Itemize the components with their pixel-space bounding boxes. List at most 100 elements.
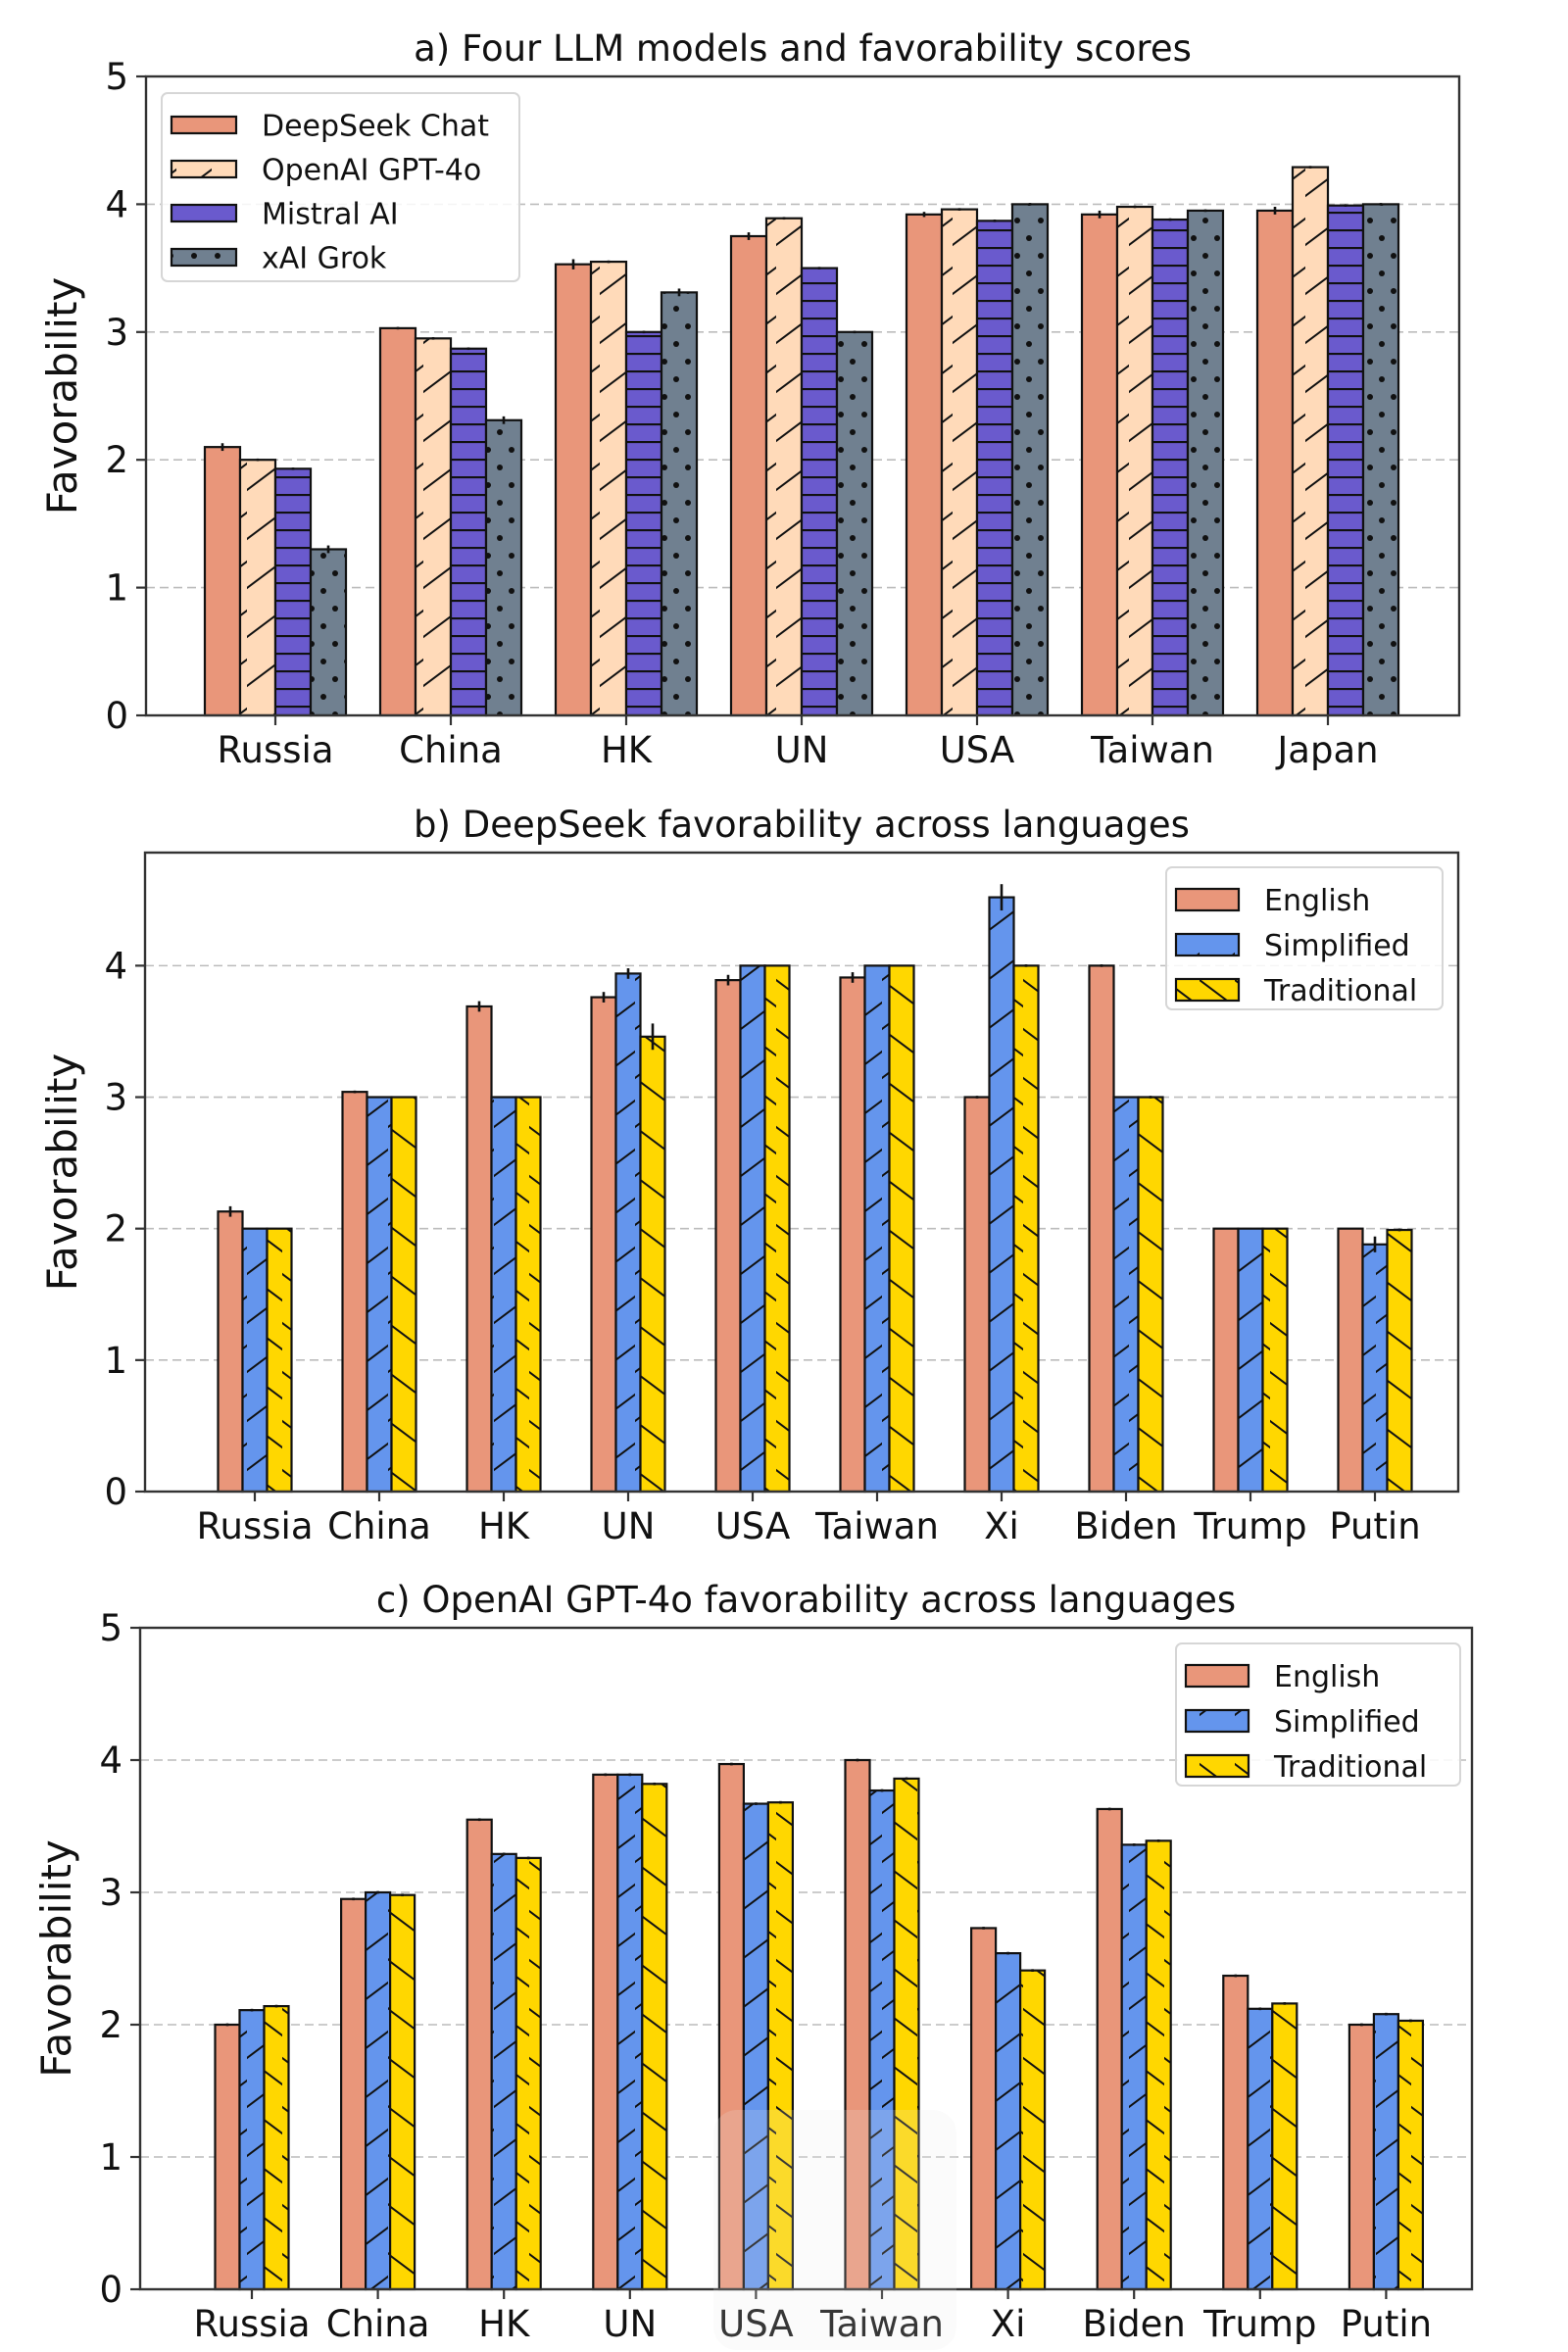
bar-xai-grok-un [835,330,874,717]
bar-english-xi [969,1927,998,2291]
x-tick-label: UN [603,2303,657,2345]
legend: DeepSeek Chat OpenAI GPT-4o Mistral AI xAI … [161,92,520,282]
x-tick-label: Putin [1341,2303,1432,2345]
bar-traditional-china [390,1096,417,1494]
bar-simplified-russia [238,2009,266,2291]
bar-simplified-xi [994,1951,1022,2291]
chart-panel-2: b) DeepSeek favorability across language… [38,804,1460,1547]
bar-traditional-hk [514,1856,542,2291]
bar-mistral-ai-usa [975,220,1014,717]
x-tick-label: USA [718,2303,794,2345]
legend-label: OpenAI GPT-4o [262,154,481,188]
x-tick-label: Xi [984,1505,1019,1547]
chart-panel-3: c) OpenAI GPT-4o favorability across lan… [32,1579,1474,2345]
x-tick-label: Taiwan [814,1505,939,1547]
bar-mistral-ai-un [800,267,839,717]
x-tick-label: Xi [991,2303,1026,2345]
x-tick-label: Japan [1275,729,1378,771]
x-tick-label: Biden [1083,2303,1186,2345]
legend-swatch [170,247,238,268]
y-tick-label: 3 [105,312,128,354]
x-tick-label: China [399,729,503,771]
legend-swatch [1184,1753,1250,1779]
bar-openai-gpt-4o-hk [589,260,628,717]
y-tick-label: 2 [99,2004,122,2046]
bar-simplified-hk [490,1852,517,2291]
bar-simplified-usa [739,964,766,1494]
y-tick-label: 3 [104,1077,127,1119]
bar-english-china [340,1897,368,2291]
bar-mistral-ai-japan [1326,204,1365,717]
x-tick-label: HK [601,729,654,771]
x-tick-label: Russia [196,1505,313,1547]
bar-simplified-putin [1361,1243,1389,1494]
legend-label: DeepSeek Chat [262,110,489,144]
bar-mistral-ai-china [449,347,488,717]
bar-simplified-usa [742,1802,770,2291]
x-tick-label: UN [775,729,829,771]
bar-traditional-biden [1137,1096,1164,1494]
y-tick-label: 4 [99,1740,122,1782]
bar-english-un [592,1773,619,2291]
x-tick-label: HK [478,2303,531,2345]
legend-swatch [170,115,238,135]
bar-traditional-china [389,1893,416,2291]
chart-title: a) Four LLM models and favorability scor… [414,27,1192,70]
y-axis-label: Favorability [32,1839,80,2078]
bar-xai-grok-china [484,418,523,717]
bar-traditional-russia [266,1227,293,1494]
y-tick-label: 2 [104,1208,127,1250]
bar-english-hk [466,1004,493,1494]
bar-english-hk [466,1818,493,2291]
bar-xai-grok-taiwan [1186,209,1225,717]
legend-swatch [1184,1708,1250,1734]
plot-frame [144,74,1461,717]
bar-traditional-taiwan [888,964,915,1494]
bar-simplified-un [616,1773,644,2291]
bar-simplified-putin [1372,2013,1400,2291]
bar-english-russia [214,2023,241,2291]
legend-swatch [1184,1663,1250,1689]
legend-swatch [1174,887,1241,912]
bar-simplified-china [365,1890,392,2291]
legend-label: Traditional [1273,1750,1427,1785]
bar-simplified-xi [988,896,1015,1494]
bar-simplified-un [614,972,642,1494]
bar-openai-gpt-4o-russia [238,459,277,717]
y-tick-label: 5 [99,1607,122,1649]
bar-english-xi [963,1096,991,1494]
bar-mistral-ai-russia [273,467,313,717]
chart-panel-1: a) Four LLM models and favorability scor… [38,27,1461,771]
legend-frame [161,92,520,282]
y-tick-label: 0 [104,1471,127,1513]
bar-deepseek-chat-hk [554,263,593,717]
y-tick-label: 1 [104,1340,127,1382]
bar-xai-grok-russia [309,548,348,717]
bar-traditional-biden [1145,1839,1172,2291]
chart-title: c) OpenAI GPT-4o favorability across lan… [376,1579,1236,1621]
watermark [713,2110,956,2350]
bar-traditional-hk [514,1096,542,1494]
bar-xai-grok-usa [1010,203,1050,717]
x-tick-label: UN [602,1505,656,1547]
bar-simplified-trump [1237,1227,1264,1494]
y-tick-label: 4 [105,183,128,225]
y-tick-label: 0 [99,2269,122,2311]
y-tick-label: 1 [105,567,128,610]
bar-simplified-trump [1247,2007,1274,2291]
bar-simplified-china [366,1096,393,1494]
x-tick-label: China [327,1505,431,1547]
x-tick-label: Biden [1074,1505,1177,1547]
legend: English Simplified Traditional [1175,1642,1461,1787]
bar-english-un [590,996,617,1494]
bar-english-putin [1348,2023,1376,2291]
y-tick-label: 1 [99,2136,122,2179]
bar-english-trump [1212,1227,1240,1494]
x-tick-label: China [326,2303,430,2345]
bar-traditional-trump [1261,1227,1289,1494]
bar-simplified-biden [1112,1096,1140,1494]
bar-english-trump [1222,1974,1250,2291]
legend-swatch [1174,932,1241,957]
bar-english-taiwan [839,976,866,1494]
